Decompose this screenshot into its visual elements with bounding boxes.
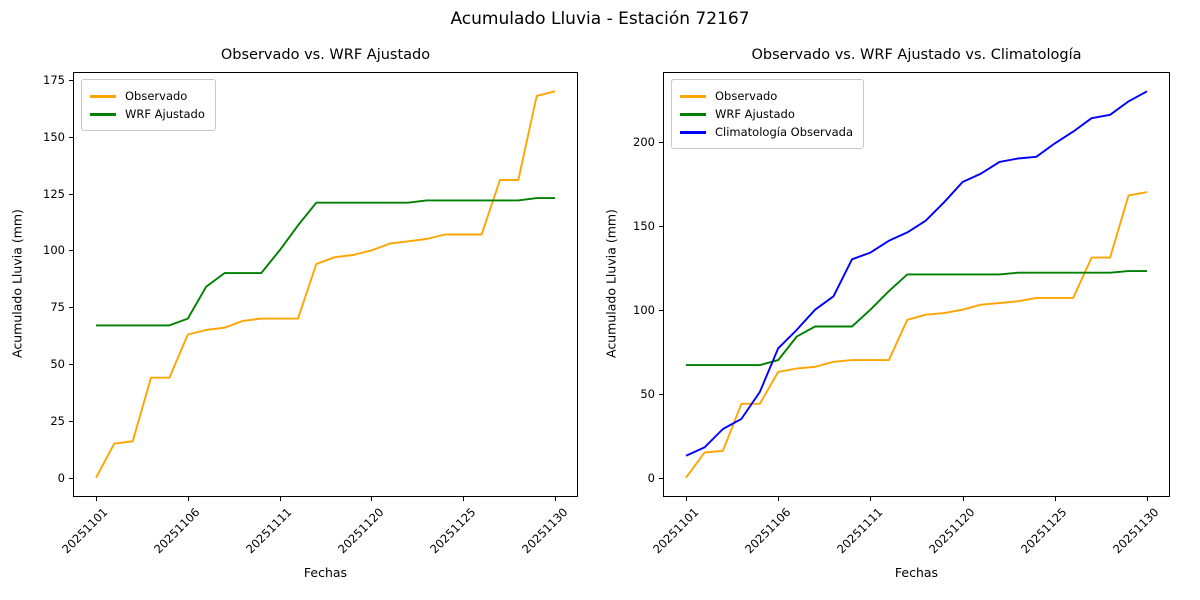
x-tick-mark <box>1054 497 1056 501</box>
y-tick-mark <box>69 250 73 252</box>
y-tick-label: 100 <box>633 302 655 317</box>
subplot-right-title: Observado vs. WRF Ajustado vs. Climatolo… <box>751 47 1082 63</box>
x-tick-label: 20251120 <box>926 505 978 557</box>
line-series <box>685 191 1148 479</box>
legend-line-swatch <box>680 130 706 134</box>
y-tick-label: 25 <box>50 413 65 428</box>
line-series <box>685 90 1148 457</box>
y-tick-label: 50 <box>50 357 65 372</box>
y-tick-label: 0 <box>57 470 65 485</box>
legend-label: Climatología Observada <box>715 125 853 139</box>
line-series <box>686 270 1147 367</box>
x-tick-mark <box>279 497 281 501</box>
subplot-left-xlabel: Fechas <box>303 565 348 580</box>
x-tick-label: 20251101 <box>59 505 111 557</box>
legend-item: WRF Ajustado <box>90 107 205 121</box>
legend-label: Observado <box>125 89 188 103</box>
y-tick-mark <box>659 393 663 395</box>
x-tick-mark <box>962 497 964 501</box>
x-tick-mark <box>778 497 780 501</box>
subplot-right-ylabel: Acumulado Lluvia (mm) <box>603 209 619 358</box>
y-tick-label: 200 <box>633 134 655 149</box>
y-tick-label: 100 <box>43 243 65 258</box>
x-tick-label: 20251125 <box>1018 505 1070 557</box>
y-tick-label: 125 <box>43 186 65 201</box>
axes-frame <box>663 72 1170 497</box>
legend: Observado WRF Ajustado Climatología Observ… <box>671 79 864 149</box>
y-tick-mark <box>659 477 663 479</box>
subplot-left-title: Observado vs. WRF Ajustado <box>220 47 431 63</box>
legend-item: WRF Ajustado <box>680 107 853 121</box>
y-tick-mark <box>69 80 73 81</box>
y-tick-label: 0 <box>647 470 655 485</box>
x-tick-label: 20251106 <box>151 505 203 557</box>
legend-item: Climatología Observada <box>680 125 853 139</box>
x-tick-label: 20251130 <box>1110 505 1162 557</box>
x-tick-mark <box>187 497 189 501</box>
legend-line-swatch <box>90 112 116 116</box>
x-tick-label: 20251101 <box>649 505 701 557</box>
axes-frame <box>73 72 578 497</box>
x-tick-mark <box>555 497 556 501</box>
y-tick-mark <box>659 141 663 143</box>
plot-area-left <box>73 72 578 497</box>
x-tick-label: 20251130 <box>518 505 570 557</box>
y-tick-mark <box>69 307 73 309</box>
x-tick-mark <box>463 497 465 501</box>
y-tick-label: 175 <box>43 72 65 87</box>
legend-item: Observado <box>90 89 205 103</box>
x-tick-mark <box>96 497 97 501</box>
y-tick-mark <box>69 136 73 138</box>
x-tick-label: 20251111 <box>243 505 295 557</box>
legend-label: Observado <box>715 89 778 103</box>
figure-title: Acumulado Lluvia - Estación 72167 <box>450 9 750 29</box>
x-tick-mark <box>870 497 872 501</box>
y-tick-mark <box>69 420 73 422</box>
legend-line-swatch <box>90 94 116 98</box>
legend: Observado WRF Ajustado <box>81 79 216 131</box>
y-tick-mark <box>69 477 73 479</box>
legend-label: WRF Ajustado <box>125 107 205 121</box>
legend-line-swatch <box>680 94 706 98</box>
legend-item: Observado <box>680 89 853 103</box>
x-tick-label: 20251111 <box>834 505 886 557</box>
x-tick-label: 20251120 <box>335 505 387 557</box>
legend-label: WRF Ajustado <box>715 107 795 121</box>
y-tick-label: 150 <box>633 218 655 233</box>
x-tick-mark <box>371 497 373 501</box>
line-series <box>96 197 555 327</box>
plot-area-right <box>663 72 1170 497</box>
y-tick-mark <box>69 364 73 365</box>
y-tick-mark <box>659 225 663 227</box>
y-tick-label: 50 <box>640 386 655 401</box>
subplot-right-xlabel: Fechas <box>894 565 939 580</box>
y-tick-mark <box>659 309 663 311</box>
legend-line-swatch <box>680 112 706 116</box>
x-tick-mark <box>686 497 687 501</box>
y-tick-label: 150 <box>43 129 65 144</box>
y-tick-label: 75 <box>50 300 65 315</box>
y-tick-mark <box>69 193 73 195</box>
x-tick-label: 20251125 <box>426 505 479 557</box>
x-tick-label: 20251106 <box>741 505 794 557</box>
x-tick-mark <box>1147 497 1148 501</box>
line-series <box>95 90 556 479</box>
